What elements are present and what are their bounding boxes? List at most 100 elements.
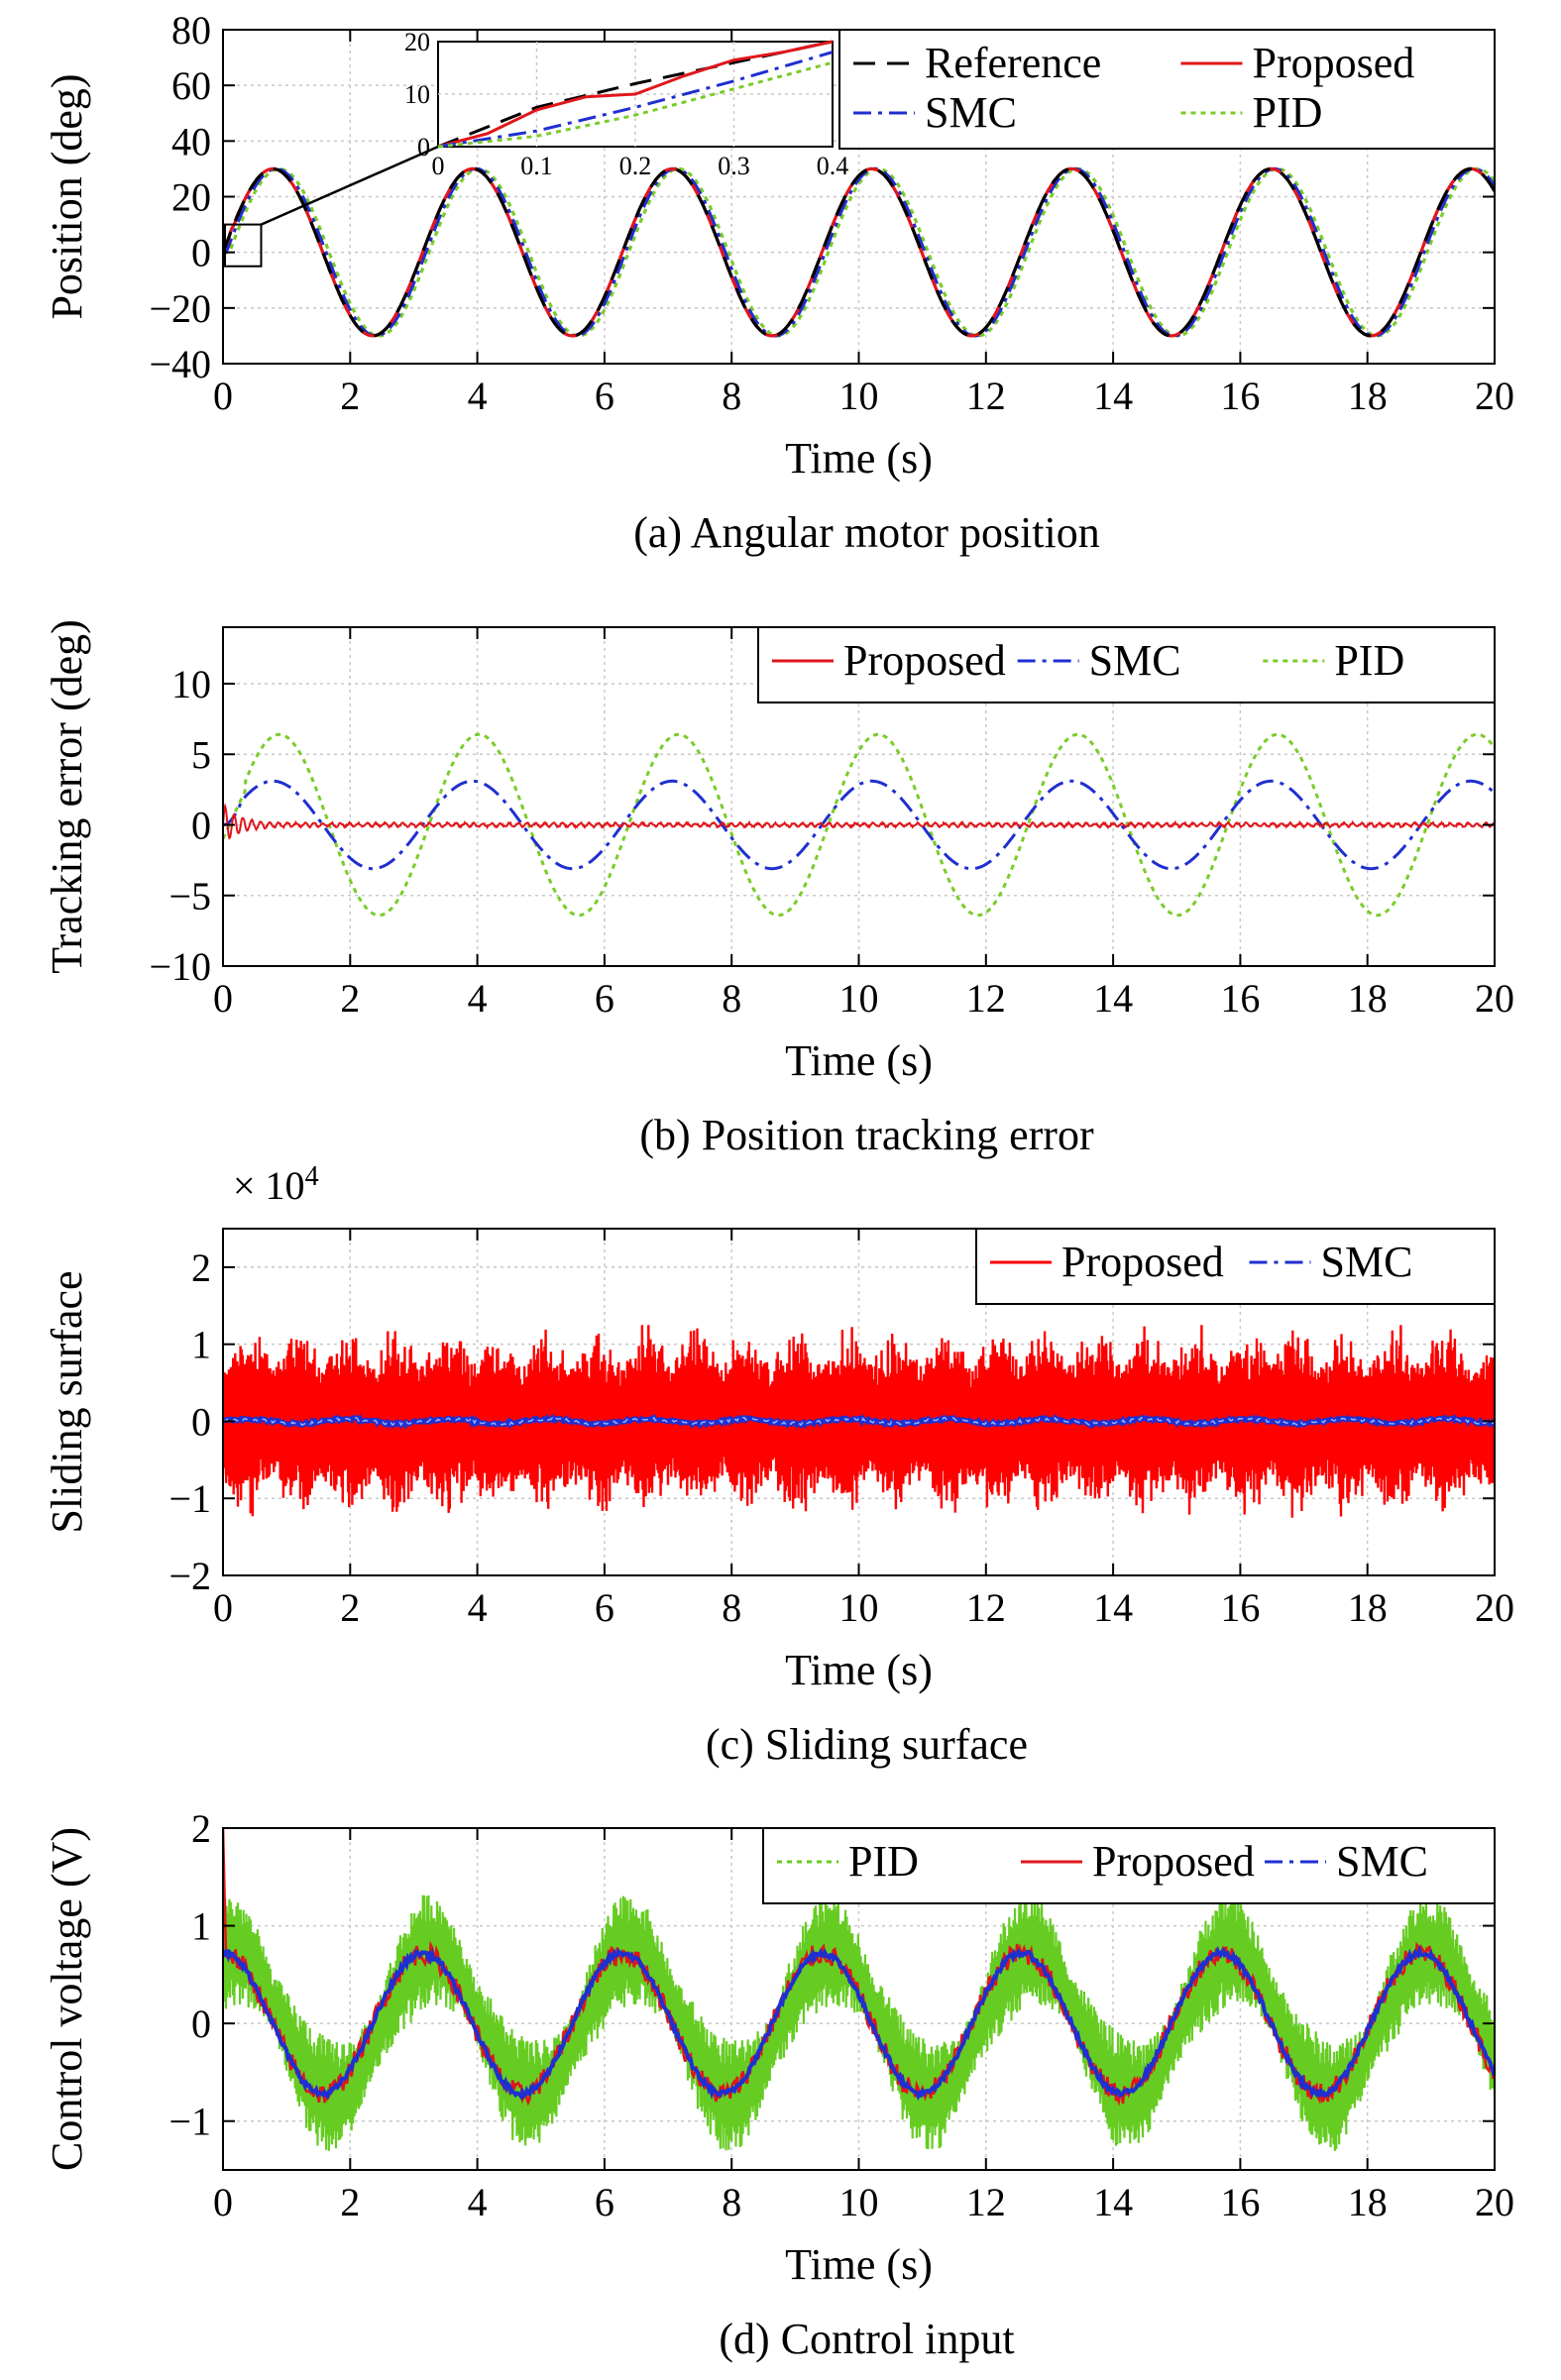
x-tick-label: 14: [1093, 1585, 1133, 1630]
y-tick-label: 1: [191, 1904, 211, 1949]
legend-label-smc: SMC: [1089, 636, 1181, 685]
plot-area: [223, 1325, 1495, 1518]
x-tick-label: 0: [213, 976, 233, 1021]
y-tick-label: 10: [171, 662, 211, 706]
inset-x-tick-label: 0.1: [520, 152, 553, 180]
inset-y-tick-label: 20: [404, 28, 430, 56]
plot-area: [223, 732, 1495, 918]
y-tick-label: 60: [171, 63, 211, 108]
x-tick-label: 0: [213, 2180, 233, 2224]
x-tick-label: 20: [1475, 2180, 1514, 2224]
inset-series-smc-line: [437, 51, 834, 149]
legend-label-proposed: Proposed: [1061, 1238, 1224, 1286]
plot-area: [223, 166, 1495, 338]
series-smc-line: [223, 1413, 1495, 1430]
panel-caption: (b) Position tracking error: [639, 1111, 1094, 1159]
inset-y-tick-label: 10: [404, 80, 430, 109]
panel-caption: (a) Angular motor position: [633, 508, 1100, 557]
x-tick-label: 10: [839, 2180, 879, 2224]
series-pid-line: [223, 166, 1495, 338]
x-tick-label: 2: [340, 2180, 360, 2224]
y-tick-label: 5: [191, 732, 211, 777]
legend-label-pid: PID: [1334, 636, 1404, 685]
x-tick-label: 6: [595, 1585, 614, 1630]
legend: Proposed SMC: [975, 1228, 1496, 1305]
y-tick-label: 0: [191, 1399, 211, 1444]
x-tick-label: 0: [213, 1585, 233, 1630]
x-tick-label: 14: [1093, 976, 1133, 1021]
inset-x-tick-label: 0.2: [619, 152, 652, 180]
inset-x-tick-label: 0: [432, 152, 445, 180]
y-tick-label: −10: [149, 944, 211, 989]
zoom-connector: [260, 145, 439, 226]
x-tick-label: 16: [1220, 1585, 1260, 1630]
y-tick-label: −1: [168, 2100, 211, 2144]
x-tick-label: 18: [1348, 976, 1388, 1021]
x-tick-label: 12: [966, 2180, 1006, 2224]
legend-label-proposed: Proposed: [1253, 39, 1415, 87]
x-tick-label: 20: [1475, 374, 1514, 418]
y-axis-label: Position (deg): [43, 73, 91, 319]
legend-box: [838, 29, 1496, 150]
inset-x-tick-label: 0.3: [718, 152, 750, 180]
y-axis-label: Control voltage (V): [43, 1827, 91, 2171]
legend-label-pid: PID: [848, 1837, 919, 1886]
x-tick-label: 6: [595, 2180, 614, 2224]
panel-b: 0 2 4 6 8 10 12 14 16 18 20 −10 −5 0 5 10 Time (s) Tracki…: [43, 619, 1514, 1159]
legend-label-proposed: Proposed: [843, 636, 1006, 685]
x-axis-label: Time (s): [785, 434, 933, 483]
legend-label-smc: SMC: [1321, 1238, 1413, 1286]
x-tick-label: 10: [839, 1585, 879, 1630]
x-tick-label: 10: [839, 976, 879, 1021]
y-tick-label: −1: [168, 1476, 211, 1521]
x-tick-label: 6: [595, 374, 614, 418]
x-tick-label: 16: [1220, 976, 1260, 1021]
legend-label-reference: Reference: [925, 39, 1101, 87]
inset-x-tick-label: 0.4: [817, 152, 849, 180]
legend: PID Proposed SMC: [762, 1827, 1496, 1904]
y-tick-label: 20: [171, 175, 211, 220]
axis-multiplier-exponent: 4: [305, 1161, 319, 1192]
x-axis-label: Time (s): [785, 1646, 933, 1694]
inset-series-pid-line: [437, 60, 834, 149]
legend-label-proposed: Proposed: [1092, 1837, 1255, 1886]
x-tick-label: 0: [213, 374, 233, 418]
x-tick-label: 16: [1220, 374, 1260, 418]
y-tick-label: −2: [168, 1554, 211, 1598]
series-smc-line: [223, 1944, 1495, 2102]
zoom-box: [224, 223, 263, 268]
legend-box: [757, 626, 1496, 703]
legend-box: [762, 1827, 1496, 1904]
y-tick-label: 0: [191, 2001, 211, 2046]
y-tick-label: −40: [149, 342, 211, 386]
inset-series-proposed-line: [437, 40, 834, 149]
legend-label-smc: SMC: [1336, 1837, 1428, 1886]
x-axis-label: Time (s): [785, 2240, 933, 2289]
x-tick-label: 10: [839, 374, 879, 418]
x-tick-label: 12: [966, 976, 1006, 1021]
series-proposed-line: [223, 803, 1495, 840]
x-tick-label: 8: [722, 1585, 741, 1630]
x-tick-label: 6: [595, 976, 614, 1021]
x-tick-label: 16: [1220, 2180, 1260, 2224]
axis-multiplier: × 104: [233, 1161, 319, 1208]
x-tick-label: 4: [468, 1585, 488, 1630]
y-tick-label: 40: [171, 119, 211, 163]
y-tick-label: 2: [191, 1245, 211, 1290]
x-tick-label: 18: [1348, 2180, 1388, 2224]
y-tick-label: −5: [168, 874, 211, 919]
x-tick-label: 18: [1348, 1585, 1388, 1630]
series-pid-line: [223, 1893, 1495, 2151]
y-tick-label: −20: [149, 286, 211, 331]
x-tick-label: 12: [966, 1585, 1006, 1630]
panel-caption: (d) Control input: [719, 2315, 1014, 2363]
y-axis-label: Sliding surface: [43, 1270, 91, 1533]
legend: Proposed SMC PID: [757, 626, 1496, 703]
plot-area: [223, 1828, 1495, 2151]
inset-y-tick-label: 0: [417, 133, 430, 162]
legend-box: [975, 1228, 1496, 1305]
